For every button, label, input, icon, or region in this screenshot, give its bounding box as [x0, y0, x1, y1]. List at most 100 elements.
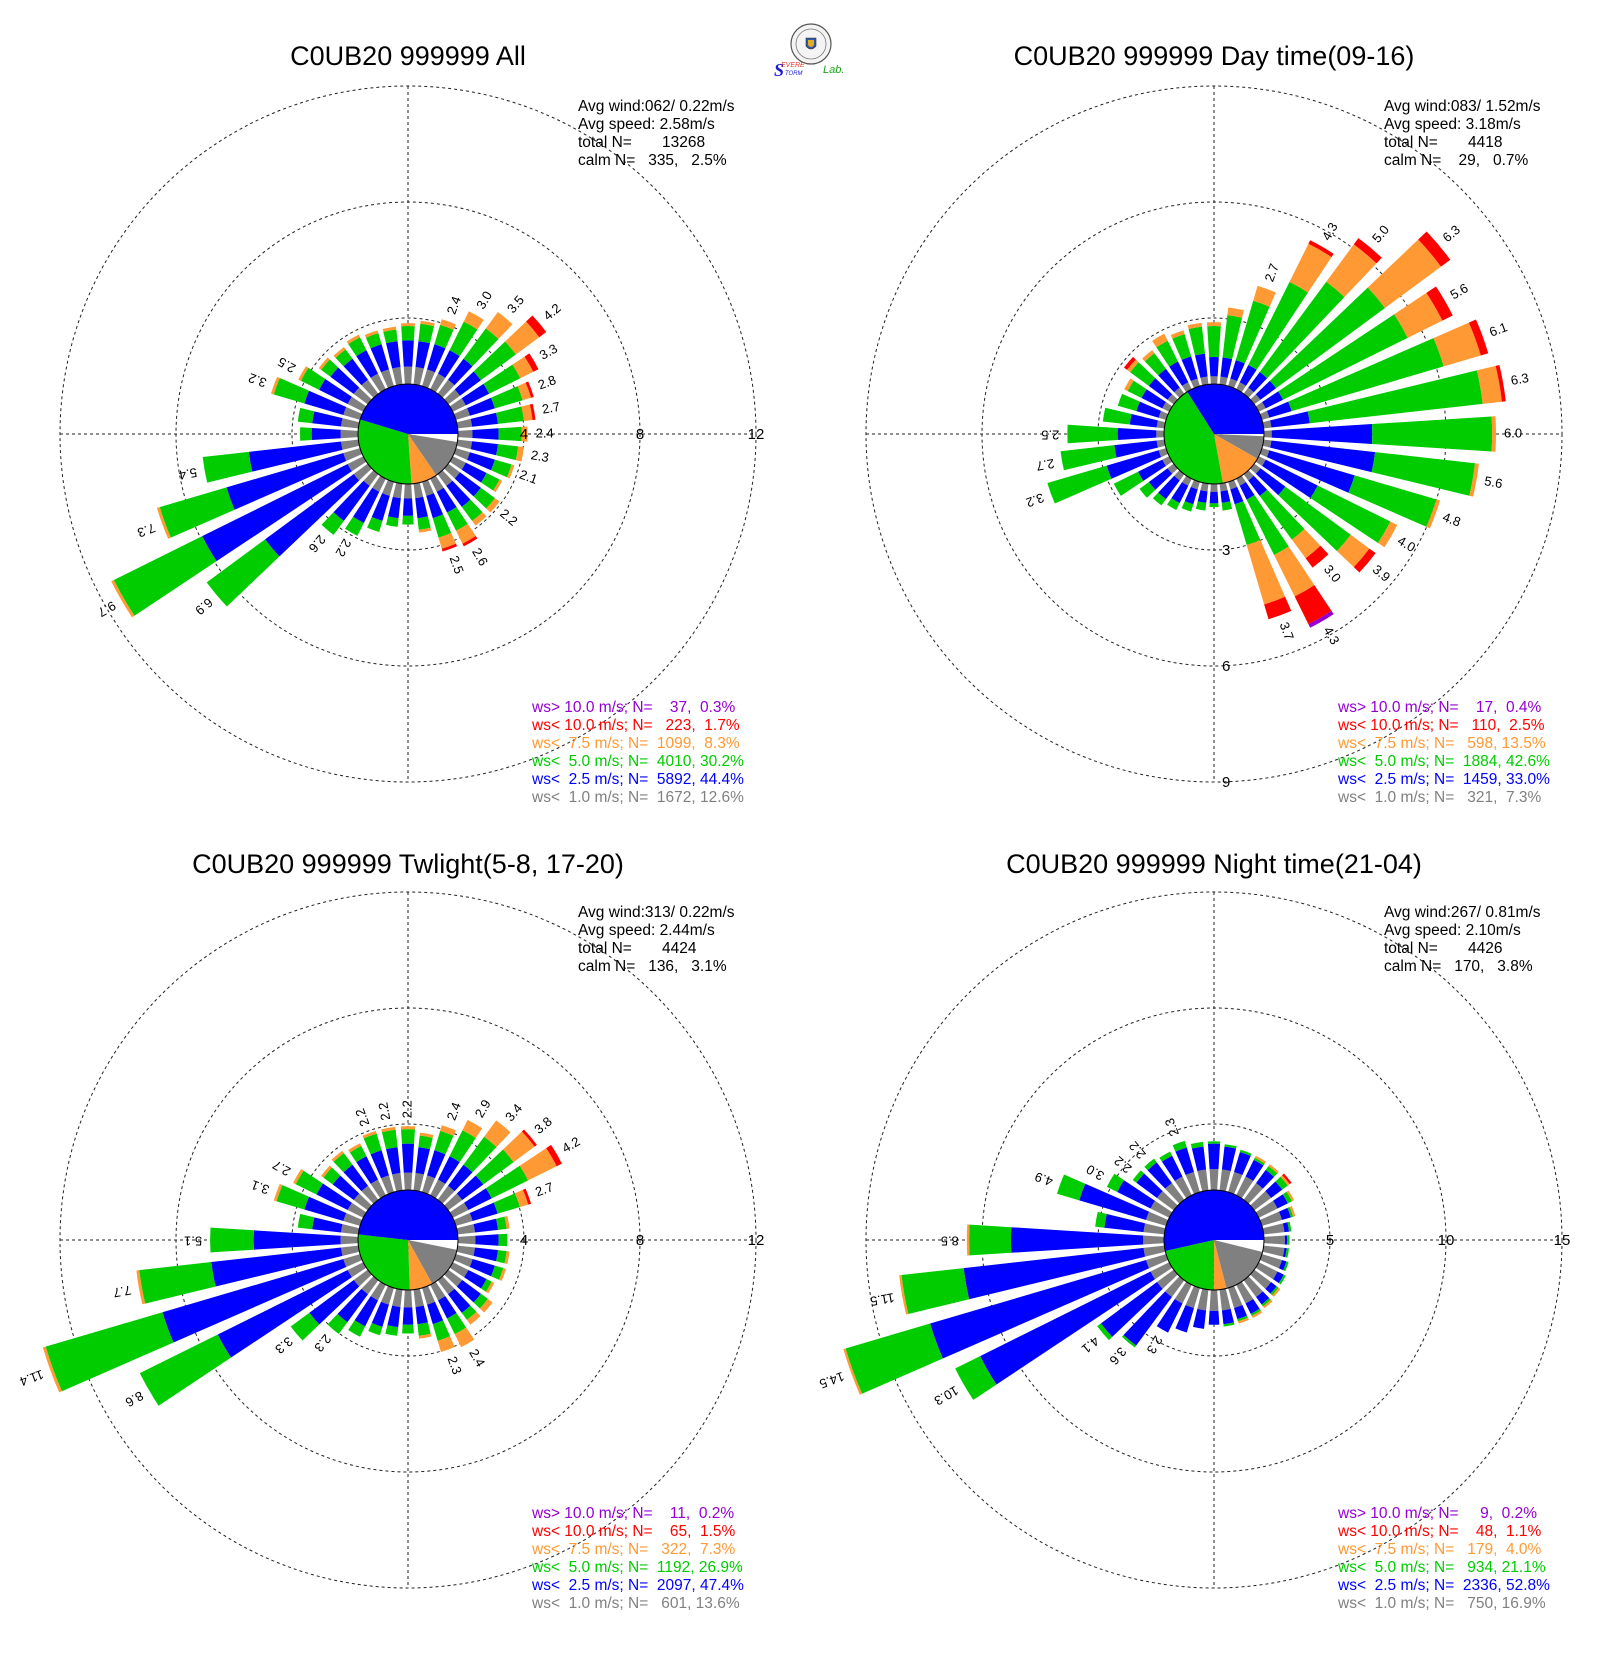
petal-segment: [1047, 465, 1112, 504]
petal-segment: [381, 1126, 396, 1133]
petal-total-label: 2.4: [444, 294, 464, 316]
petal-segment: [485, 312, 513, 339]
logo-severe-text: EVERE: [781, 62, 805, 69]
petal-segment: [402, 1324, 414, 1334]
legend-entry: ws< 10.0 m/s; N= 110, 2.5%: [1337, 717, 1545, 734]
petal-segment: [217, 1269, 352, 1358]
petal-segment: [1143, 1223, 1166, 1235]
petal-total-label: 4.2: [559, 1134, 582, 1156]
petal-segment: [415, 341, 430, 369]
petal-segment: [361, 379, 379, 398]
petal-segment: [491, 386, 523, 409]
petal-segment: [386, 516, 399, 527]
petal-segment: [427, 344, 446, 373]
pie-outline: [1163, 1189, 1265, 1291]
petal-total-label: 2.2: [1111, 1153, 1134, 1176]
seal-icon: [790, 23, 832, 65]
petal-segment: [437, 379, 455, 398]
petal-segment: [1235, 300, 1270, 364]
petal-segment: [312, 411, 343, 427]
petal-segment: [463, 328, 499, 367]
petal-segment: [361, 1276, 379, 1295]
ring-label: 8: [636, 426, 644, 443]
petal-segment: [1146, 1254, 1169, 1269]
petal-segment: [382, 326, 397, 332]
petal-segment: [1182, 382, 1192, 393]
petal-segment: [454, 371, 481, 396]
petal-segment: [1228, 1285, 1243, 1308]
petal-total-label: 3.3: [272, 1334, 295, 1357]
petal-segment: [347, 1262, 367, 1278]
petal-segment: [522, 1188, 532, 1205]
petal-total-label: 8.5: [941, 1234, 959, 1249]
petal-segment: [1141, 389, 1166, 409]
petal-segment: [1010, 1227, 1144, 1253]
info-line: total N= 4424: [578, 940, 697, 957]
petal-segment: [473, 1218, 499, 1233]
petal-segment: [491, 459, 512, 478]
petal-segment: [1124, 378, 1134, 392]
petal-segment: [415, 1147, 430, 1175]
logo-lab-text: Lab.: [823, 64, 845, 76]
chart-title: C0UB20 999999 Night time(21-04): [1006, 849, 1422, 879]
petal-segment: [437, 470, 453, 486]
ring-label: 9: [1222, 774, 1230, 791]
petal-segment: [1307, 370, 1483, 424]
petal-segment: [469, 1202, 498, 1221]
petal-segment: [361, 1185, 379, 1204]
petal-segment: [333, 347, 346, 358]
petal-segment: [1289, 1206, 1296, 1217]
petal-segment: [1248, 281, 1308, 370]
petal-segment: [1353, 238, 1382, 264]
petal-segment: [1194, 353, 1208, 378]
petal-segment: [1378, 521, 1398, 548]
petal-segment: [899, 1275, 909, 1315]
petal-segment: [415, 1305, 428, 1325]
petal-segment: [1200, 482, 1209, 492]
petal-segment: [1265, 1166, 1278, 1177]
petal-segment: [136, 1270, 146, 1305]
petal-segment: [1294, 585, 1332, 625]
petal-segment: [1259, 448, 1270, 458]
petal-segment: [496, 406, 524, 424]
petal-total-label: 9.7: [95, 598, 118, 620]
petal-total-label: 5.0: [1369, 222, 1392, 245]
petal-segment: [1130, 362, 1156, 386]
petal-total-label: 4.0: [1395, 533, 1418, 555]
legend-entry: ws< 1.0 m/s; N= 601, 13.6%: [531, 1595, 740, 1612]
petal-segment: [1132, 1170, 1145, 1183]
info-line: calm N= 335, 2.5%: [578, 152, 727, 169]
petal-segment: [1255, 380, 1277, 400]
info-line: Avg wind:313/ 0.22m/s: [578, 904, 735, 921]
petal-segment: [457, 1235, 476, 1245]
petal-segment: [337, 1288, 368, 1323]
petal-segment: [1272, 1287, 1281, 1297]
petal-segment: [1367, 239, 1441, 308]
petal-total-label: 6.9: [192, 595, 215, 618]
petal-segment: [1171, 482, 1189, 504]
petal-segment: [1067, 424, 1118, 444]
petal-segment: [1221, 1146, 1237, 1172]
petal-segment: [449, 1130, 476, 1163]
petal-segment: [1197, 1288, 1209, 1311]
petal-segment: [1162, 456, 1173, 466]
petal-segment: [1079, 1183, 1150, 1220]
legend-entry: ws< 2.5 m/s; N= 2097, 47.4%: [531, 1577, 744, 1594]
petal-segment: [354, 1296, 379, 1327]
petal-segment: [521, 404, 533, 421]
petal-segment: [319, 379, 352, 405]
ring-label: 12: [748, 426, 765, 443]
petal-segment: [1291, 529, 1321, 559]
petal-segment: [519, 1148, 557, 1181]
petal-segment: [1143, 1235, 1165, 1245]
petal-segment: [1250, 1308, 1261, 1316]
petal-segment: [1476, 365, 1502, 404]
petal-segment: [1158, 475, 1180, 500]
petal-total-label: 3.6: [1106, 1344, 1129, 1367]
petal-segment: [963, 1247, 1146, 1300]
ring-label: 15: [1554, 1232, 1571, 1249]
petal-segment: [1310, 485, 1391, 543]
petal-segment: [139, 1334, 232, 1406]
petal-segment: [456, 1175, 484, 1200]
petal-segment: [473, 341, 516, 381]
